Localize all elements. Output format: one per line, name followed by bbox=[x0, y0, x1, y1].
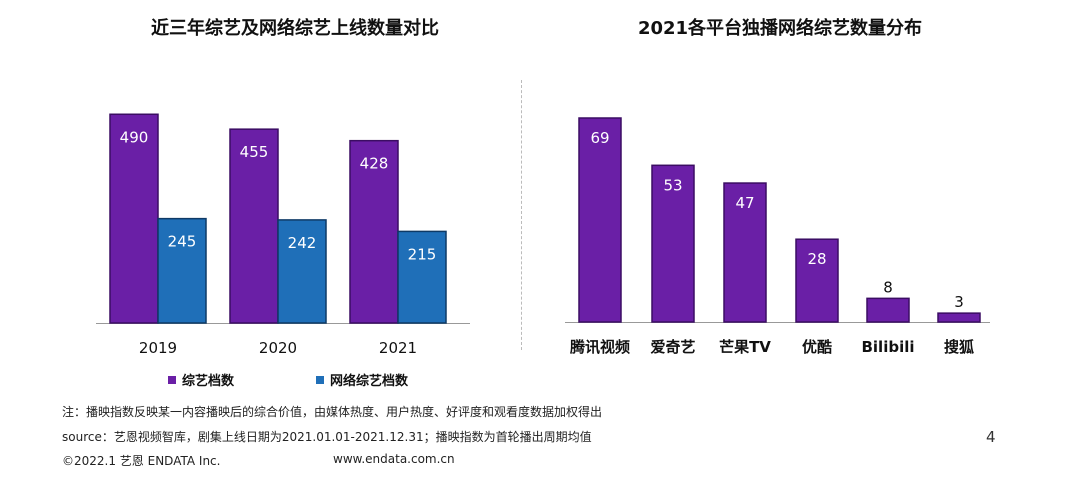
data-label-platform-0: 69 bbox=[590, 129, 609, 147]
bar-platform-0 bbox=[578, 117, 622, 323]
data-label-web-variety-2019: 245 bbox=[168, 233, 197, 251]
left-chart-title: 近三年综艺及网络综艺上线数量对比 bbox=[151, 18, 439, 39]
data-label-platform-4: 8 bbox=[883, 278, 893, 296]
page-number: 4 bbox=[986, 428, 996, 446]
x-tick-2020: 2020 bbox=[259, 339, 297, 357]
legend-item-web-variety: 网络综艺档数 bbox=[316, 370, 408, 389]
footnote: 注：播映指数反映某一内容播映后的综合价值，由媒体热度、用户热度、好评度和观看度数… bbox=[62, 405, 603, 419]
x-tick-platform-3: 优酷 bbox=[802, 338, 832, 356]
x-tick-2021: 2021 bbox=[379, 339, 417, 357]
data-label-variety-2021: 428 bbox=[360, 155, 389, 173]
bar-web-variety-2021 bbox=[397, 230, 447, 324]
x-tick-platform-2: 芒果TV bbox=[719, 338, 771, 356]
legend-label-variety: 综艺档数 bbox=[182, 374, 235, 389]
copyright: ©2022.1 艺恩 ENDATA Inc. bbox=[62, 454, 221, 468]
bar-variety-2021 bbox=[349, 139, 399, 324]
bar-platform-1 bbox=[651, 164, 695, 323]
right-chart-title: 2021各平台独播网络综艺数量分布 bbox=[637, 18, 923, 39]
data-label-web-variety-2021: 215 bbox=[408, 245, 437, 263]
chart-divider bbox=[521, 80, 522, 350]
data-label-platform-5: 3 bbox=[954, 293, 964, 311]
data-label-platform-3: 28 bbox=[807, 250, 826, 268]
legend-label-web-variety: 网络综艺档数 bbox=[330, 374, 409, 389]
bar-platform-2 bbox=[723, 182, 767, 323]
data-label-platform-1: 53 bbox=[663, 176, 682, 194]
source-line: source：艺恩视频智库，剧集上线日期为2021.01.01-2021.12.… bbox=[62, 430, 592, 444]
legend-swatch-blue bbox=[316, 375, 324, 384]
legend-swatch-purple bbox=[168, 375, 176, 384]
bar-web-variety-2019 bbox=[157, 217, 207, 324]
x-tick-platform-0: 腾讯视频 bbox=[569, 338, 630, 356]
data-label-variety-2020: 455 bbox=[240, 143, 269, 161]
bar-variety-2019 bbox=[109, 113, 159, 324]
x-tick-platform-1: 爱奇艺 bbox=[650, 338, 695, 356]
website: www.endata.com.cn bbox=[333, 452, 455, 466]
bar-platform-5 bbox=[937, 312, 981, 323]
x-tick-platform-4: Bilibili bbox=[861, 338, 914, 356]
data-label-variety-2019: 490 bbox=[120, 128, 149, 146]
data-label-web-variety-2020: 242 bbox=[288, 234, 317, 252]
x-tick-platform-5: 搜狐 bbox=[944, 338, 974, 356]
bar-platform-4 bbox=[866, 297, 910, 323]
legend-item-variety: 综艺档数 bbox=[168, 370, 234, 389]
bar-web-variety-2020 bbox=[277, 219, 327, 324]
bar-platform-3 bbox=[795, 238, 839, 323]
x-tick-2019: 2019 bbox=[139, 339, 177, 357]
data-label-platform-2: 47 bbox=[735, 194, 754, 212]
